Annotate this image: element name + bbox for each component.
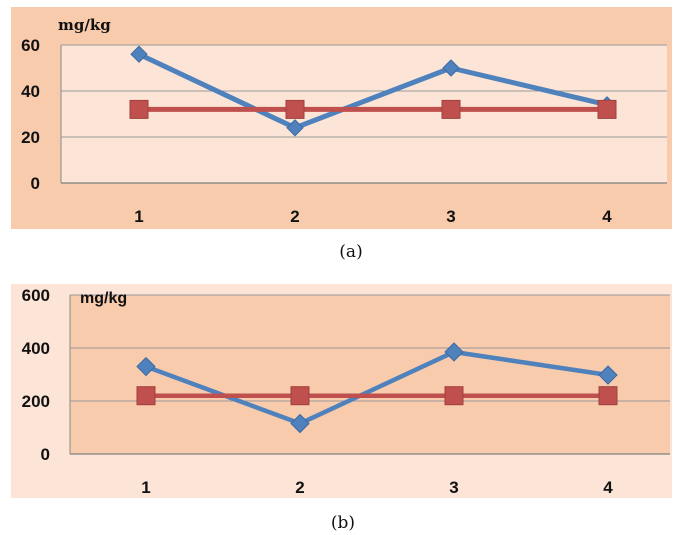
chart-b-series — [136, 342, 618, 434]
data-point-diamond — [442, 59, 460, 77]
chart-b: 0 200 400 600 1 2 3 4 mg/kg — [11, 284, 672, 498]
data-point-square — [598, 386, 618, 406]
data-point-square — [441, 99, 461, 119]
x-tick-label: 2 — [290, 207, 299, 226]
caption-a: (a) — [339, 242, 362, 262]
series-line-blue — [137, 51, 608, 131]
x-tick-label: 4 — [603, 478, 613, 497]
y-tick-label: 200 — [22, 392, 50, 411]
x-tick-label: 2 — [295, 478, 304, 497]
chart-a-x-tick-labels: 1 2 3 4 — [134, 207, 612, 226]
data-point-square — [597, 99, 617, 119]
data-point-diamond — [136, 356, 156, 377]
caption-b: (b) — [331, 513, 355, 533]
x-tick-label: 3 — [449, 478, 458, 497]
chart-a-series — [129, 45, 617, 137]
data-point-square — [444, 386, 464, 406]
data-point-diamond — [286, 119, 304, 137]
chart-b-x-tick-labels: 1 2 3 4 — [141, 478, 613, 497]
data-point-square — [290, 386, 310, 406]
chart-b-y-tick-labels: 0 200 400 600 — [22, 286, 50, 464]
chart-b-plot-area — [70, 295, 670, 454]
data-point-diamond — [444, 342, 464, 362]
data-point-diamond — [130, 45, 148, 63]
y-tick-label: 20 — [21, 128, 40, 147]
y-tick-label: 0 — [31, 174, 40, 193]
chart-b-gridlines — [69, 294, 670, 455]
chart-a-plot-area — [61, 45, 667, 183]
chart-b-unit-label: mg/kg — [80, 290, 127, 307]
data-point-square — [285, 99, 305, 119]
chart-a-unit-label: mg/kg — [58, 16, 111, 34]
chart-a-gridlines — [60, 44, 667, 184]
x-tick-label: 1 — [134, 207, 143, 226]
x-tick-label: 4 — [602, 207, 612, 226]
chart-a-y-tick-labels: 0 20 40 60 — [21, 36, 40, 193]
x-tick-label: 1 — [141, 478, 150, 497]
data-point-diamond — [598, 365, 618, 385]
data-point-square — [136, 386, 156, 406]
data-point-square — [129, 99, 149, 119]
x-tick-label: 3 — [446, 207, 455, 226]
y-tick-label: 40 — [21, 82, 40, 101]
data-point-diamond — [290, 413, 310, 434]
y-tick-label: 400 — [22, 339, 50, 358]
y-tick-label: 60 — [21, 36, 40, 55]
y-tick-label: 0 — [41, 445, 50, 464]
y-tick-label: 600 — [22, 286, 50, 305]
chart-a: 0 20 40 60 1 2 3 4 mg/kg — [11, 7, 672, 229]
